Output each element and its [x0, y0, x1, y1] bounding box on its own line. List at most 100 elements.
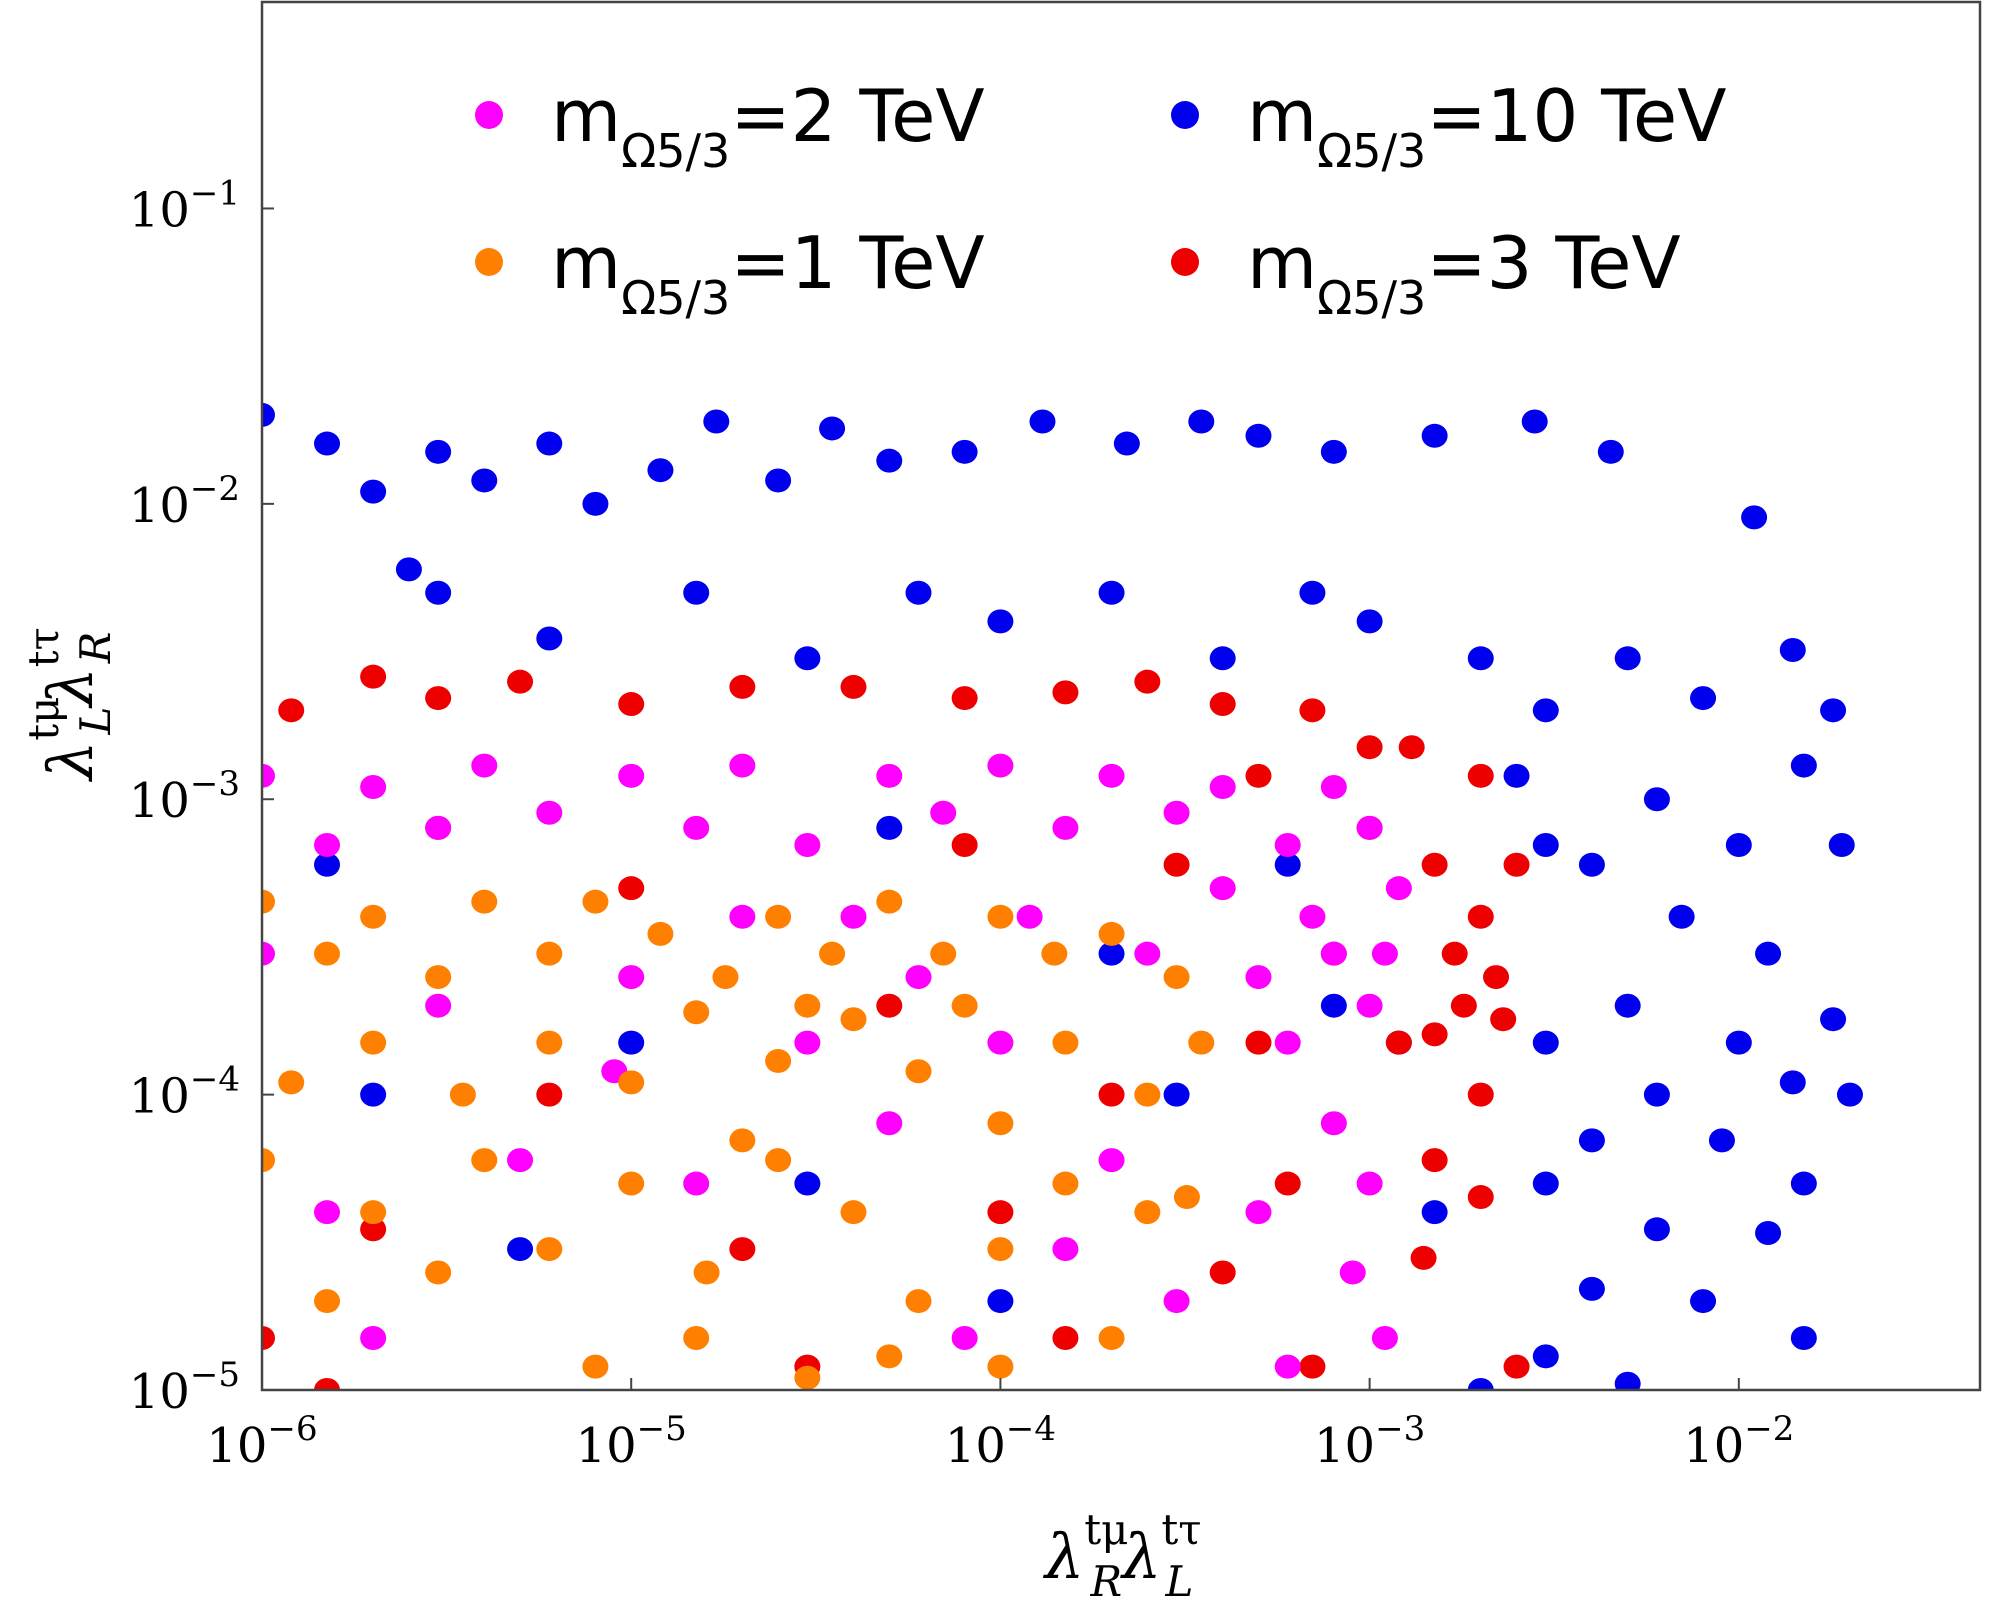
data-point: [1467, 646, 1494, 671]
y-tick-label: 10−3: [129, 764, 240, 829]
data-point: [1245, 965, 1272, 990]
series-3: [262, 889, 1215, 1390]
legend-item: mΩ5/3=10 TeV: [1171, 74, 1726, 178]
data-point: [1820, 698, 1847, 723]
data-point: [360, 904, 387, 929]
data-point: [951, 1325, 978, 1350]
data-point: [1209, 775, 1236, 800]
data-point: [1356, 609, 1383, 634]
data-point: [1690, 1289, 1717, 1314]
data-point: [840, 1007, 867, 1032]
data-point: [1578, 1276, 1605, 1301]
data-point: [425, 686, 452, 711]
data-point: [1708, 1128, 1735, 1153]
data-point: [1503, 1354, 1530, 1379]
data-point: [765, 904, 792, 929]
data-point: [1421, 1200, 1448, 1225]
data-point: [1532, 832, 1559, 857]
data-point: [1398, 735, 1425, 760]
data-point: [1790, 1171, 1817, 1196]
data-point: [1163, 800, 1190, 825]
data-point: [905, 580, 932, 605]
data-point: [618, 763, 645, 788]
data-point: [1490, 1007, 1517, 1032]
data-point: [582, 1354, 609, 1379]
data-point: [876, 815, 903, 840]
data-point: [1828, 832, 1855, 857]
data-point: [1467, 1378, 1494, 1390]
data-point: [729, 904, 756, 929]
data-point: [647, 458, 674, 483]
data-point: [618, 876, 645, 901]
data-point: [794, 1171, 821, 1196]
series-0: [262, 402, 1863, 1390]
data-point: [683, 1000, 710, 1025]
data-point: [729, 674, 756, 699]
data-point: [1188, 409, 1215, 434]
data-point: [262, 941, 275, 966]
data-point: [1578, 852, 1605, 877]
data-point: [1134, 941, 1161, 966]
legend-item: mΩ5/3=2 TeV: [475, 74, 985, 178]
data-point: [1320, 439, 1347, 464]
data-point: [618, 965, 645, 990]
data-point: [1614, 1371, 1641, 1390]
y-tick-label: 10−2: [129, 469, 240, 534]
x-tick-label: 10−5: [576, 1409, 687, 1474]
data-point: [1467, 1082, 1494, 1107]
data-point: [1779, 1070, 1806, 1095]
data-point: [1098, 1148, 1125, 1173]
data-point: [1274, 1171, 1301, 1196]
data-point: [1755, 1221, 1782, 1246]
data-point: [1503, 763, 1530, 788]
data-point: [876, 448, 903, 473]
data-point: [987, 1030, 1014, 1055]
data-point: [1371, 1325, 1398, 1350]
legend-label: mΩ5/3=2 TeV: [551, 74, 985, 178]
y-axis-label: λtμLλtτR: [19, 627, 120, 783]
data-point: [1320, 993, 1347, 1018]
data-point: [1421, 1148, 1448, 1173]
data-point: [1188, 1030, 1215, 1055]
data-point: [1098, 1325, 1125, 1350]
data-point: [1614, 993, 1641, 1018]
data-point: [1274, 1354, 1301, 1379]
data-point: [1643, 787, 1670, 812]
data-point: [360, 664, 387, 689]
data-point: [449, 1082, 476, 1107]
data-point: [840, 674, 867, 699]
data-point: [1385, 876, 1412, 901]
x-tick-label: 10−6: [206, 1409, 317, 1474]
data-point: [262, 763, 275, 788]
data-point: [876, 763, 903, 788]
data-point: [1790, 753, 1817, 778]
data-point: [876, 1344, 903, 1369]
data-point: [1209, 692, 1236, 717]
data-point: [1052, 1325, 1079, 1350]
data-point: [1163, 965, 1190, 990]
data-point: [1836, 1082, 1863, 1107]
data-point: [987, 1200, 1014, 1225]
data-point: [395, 557, 422, 582]
data-point: [647, 921, 674, 946]
data-point: [683, 1325, 710, 1350]
data-point: [1173, 1185, 1200, 1210]
data-point: [1209, 1260, 1236, 1285]
data-point: [1820, 1007, 1847, 1032]
data-point: [794, 993, 821, 1018]
data-point: [618, 1030, 645, 1055]
data-point: [1016, 904, 1043, 929]
data-point: [1421, 852, 1448, 877]
legend-item: mΩ5/3=3 TeV: [1171, 221, 1681, 325]
data-point: [1052, 1171, 1079, 1196]
data-point: [471, 1148, 498, 1173]
x-axis-label: λtμ Rλtτ L: [1042, 1505, 1202, 1603]
data-point: [905, 965, 932, 990]
data-point: [987, 1111, 1014, 1136]
data-point: [471, 468, 498, 493]
data-point: [1503, 852, 1530, 877]
legend-label: mΩ5/3=3 TeV: [1247, 221, 1681, 325]
data-point: [1274, 852, 1301, 877]
data-point: [360, 1082, 387, 1107]
points-layer: [262, 402, 1863, 1390]
